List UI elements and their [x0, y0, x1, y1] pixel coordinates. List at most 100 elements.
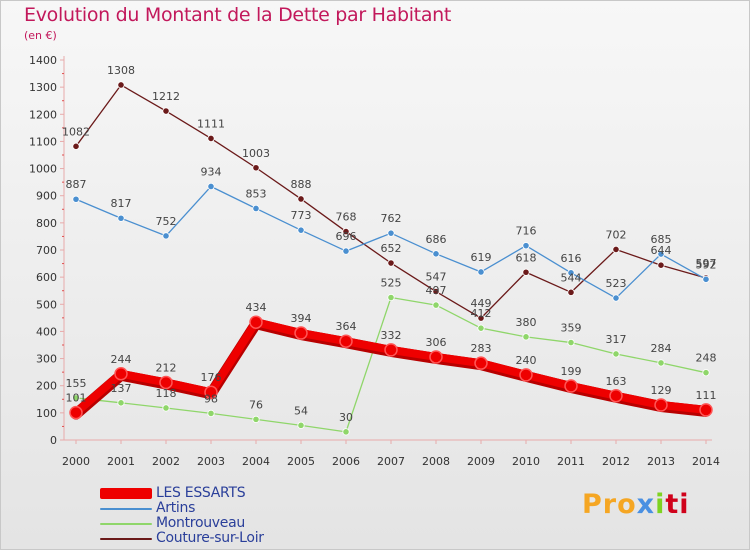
data-point-les-essarts [159, 375, 173, 390]
data-label-montrouveau: 76 [249, 398, 263, 411]
data-label-couture-sur-loir: 1308 [107, 64, 135, 77]
data-label-couture-sur-loir: 702 [606, 228, 627, 241]
data-label-artins: 592 [696, 258, 717, 271]
data-point-couture-sur-loir [657, 261, 665, 269]
legend-item-les-essarts: LES ESSARTS [100, 486, 264, 501]
data-label-couture-sur-loir: 449 [471, 297, 492, 310]
data-label-couture-sur-loir: 544 [561, 271, 582, 284]
data-label-les-essarts: 364 [336, 320, 357, 333]
x-tick-label: 2011 [557, 455, 585, 468]
x-tick-label: 2002 [152, 455, 180, 468]
legend-label-les-essarts: LES ESSARTS [156, 485, 246, 501]
data-label-couture-sur-loir: 547 [426, 271, 447, 284]
data-point-montrouveau [657, 359, 665, 367]
y-tick-label: 1000 [29, 163, 57, 176]
data-label-couture-sur-loir: 1082 [62, 125, 90, 138]
data-point-couture-sur-loir [252, 164, 260, 172]
data-label-les-essarts: 176 [201, 371, 222, 384]
data-point-artins [702, 275, 710, 283]
legend-label-artins: Artins [156, 500, 196, 516]
data-label-montrouveau: 118 [156, 387, 177, 400]
data-label-artins: 752 [156, 215, 177, 228]
data-label-les-essarts: 332 [381, 329, 402, 342]
data-label-les-essarts: 129 [651, 384, 672, 397]
data-label-artins: 716 [516, 225, 537, 238]
logo-part-3: i [655, 489, 666, 520]
legend-swatch-couture-sur-loir [100, 537, 152, 540]
logo-part-2: x [636, 489, 656, 520]
data-label-montrouveau: 30 [339, 411, 353, 424]
legend-item-montrouveau: Montrouveau [100, 516, 264, 531]
data-label-montrouveau: 497 [426, 284, 447, 297]
legend-item-couture-sur-loir: Couture-sur-Loir [100, 531, 264, 546]
data-label-montrouveau: 380 [516, 316, 537, 329]
logo-part-1: Pro [582, 489, 637, 520]
data-label-montrouveau: 137 [111, 382, 132, 395]
data-point-montrouveau [342, 428, 350, 436]
data-point-artins [657, 250, 665, 258]
data-point-les-essarts [339, 334, 353, 348]
data-point-les-essarts [249, 315, 263, 329]
data-point-montrouveau [207, 409, 215, 417]
data-label-les-essarts: 394 [291, 312, 312, 325]
x-tick-label: 2012 [602, 455, 630, 468]
data-label-montrouveau: 359 [561, 322, 582, 335]
data-point-montrouveau [297, 421, 305, 429]
y-tick-label: 1100 [29, 135, 57, 148]
data-label-couture-sur-loir: 1111 [197, 117, 225, 130]
data-point-artins [522, 242, 530, 250]
legend-swatch-les-essarts [100, 488, 152, 499]
data-label-montrouveau: 284 [651, 342, 672, 355]
data-label-montrouveau: 412 [471, 307, 492, 320]
data-point-artins [432, 250, 440, 258]
chart-title: Evolution du Montant de la Dette par Hab… [24, 4, 452, 26]
data-point-montrouveau [387, 293, 395, 302]
data-point-montrouveau [702, 369, 710, 377]
data-point-artins [297, 226, 305, 234]
data-point-les-essarts [519, 368, 533, 382]
data-label-artins: 686 [426, 233, 447, 246]
data-point-artins [207, 182, 215, 191]
y-tick-label: 400 [36, 325, 57, 338]
data-point-couture-sur-loir [297, 195, 305, 203]
x-tick-label: 2013 [647, 455, 675, 468]
legend: LES ESSARTS Artins Montrouveau Couture-s… [100, 486, 264, 546]
data-point-les-essarts [114, 367, 128, 381]
y-tick-label: 100 [36, 407, 57, 420]
data-label-artins: 523 [606, 277, 627, 290]
data-label-couture-sur-loir: 1212 [152, 90, 180, 103]
data-point-artins [72, 195, 80, 203]
x-tick-label: 2007 [377, 455, 405, 468]
data-point-artins [477, 268, 485, 276]
y-tick-label: 1400 [29, 54, 57, 67]
x-tick-label: 2014 [692, 455, 720, 468]
data-label-les-essarts: 306 [426, 336, 447, 349]
data-label-les-essarts: 163 [606, 375, 627, 388]
data-label-couture-sur-loir: 768 [336, 211, 357, 224]
data-point-montrouveau [567, 338, 575, 347]
y-tick-label: 800 [36, 217, 57, 230]
data-point-les-essarts [294, 326, 308, 340]
data-label-montrouveau: 248 [696, 352, 717, 365]
data-label-artins: 696 [336, 230, 357, 243]
data-label-artins: 685 [651, 233, 672, 246]
data-label-montrouveau: 98 [204, 392, 218, 405]
data-point-couture-sur-loir [72, 142, 80, 150]
y-tick-label: 900 [36, 190, 57, 203]
data-point-artins [567, 269, 575, 277]
data-point-couture-sur-loir [117, 81, 125, 89]
x-tick-label: 2004 [242, 455, 270, 468]
data-label-les-essarts: 244 [111, 353, 132, 366]
legend-swatch-montrouveau [100, 522, 152, 525]
data-label-artins: 887 [66, 178, 87, 191]
data-point-montrouveau [432, 301, 440, 309]
data-point-couture-sur-loir [207, 134, 215, 143]
data-point-couture-sur-loir [342, 227, 350, 236]
legend-label-couture-sur-loir: Couture-sur-Loir [156, 530, 264, 546]
data-label-les-essarts: 434 [246, 301, 267, 314]
data-label-les-essarts: 101 [66, 392, 87, 405]
x-tick-label: 2000 [62, 455, 90, 468]
data-label-artins: 853 [246, 187, 267, 200]
x-tick-label: 2009 [467, 455, 495, 468]
data-point-les-essarts [474, 356, 488, 370]
